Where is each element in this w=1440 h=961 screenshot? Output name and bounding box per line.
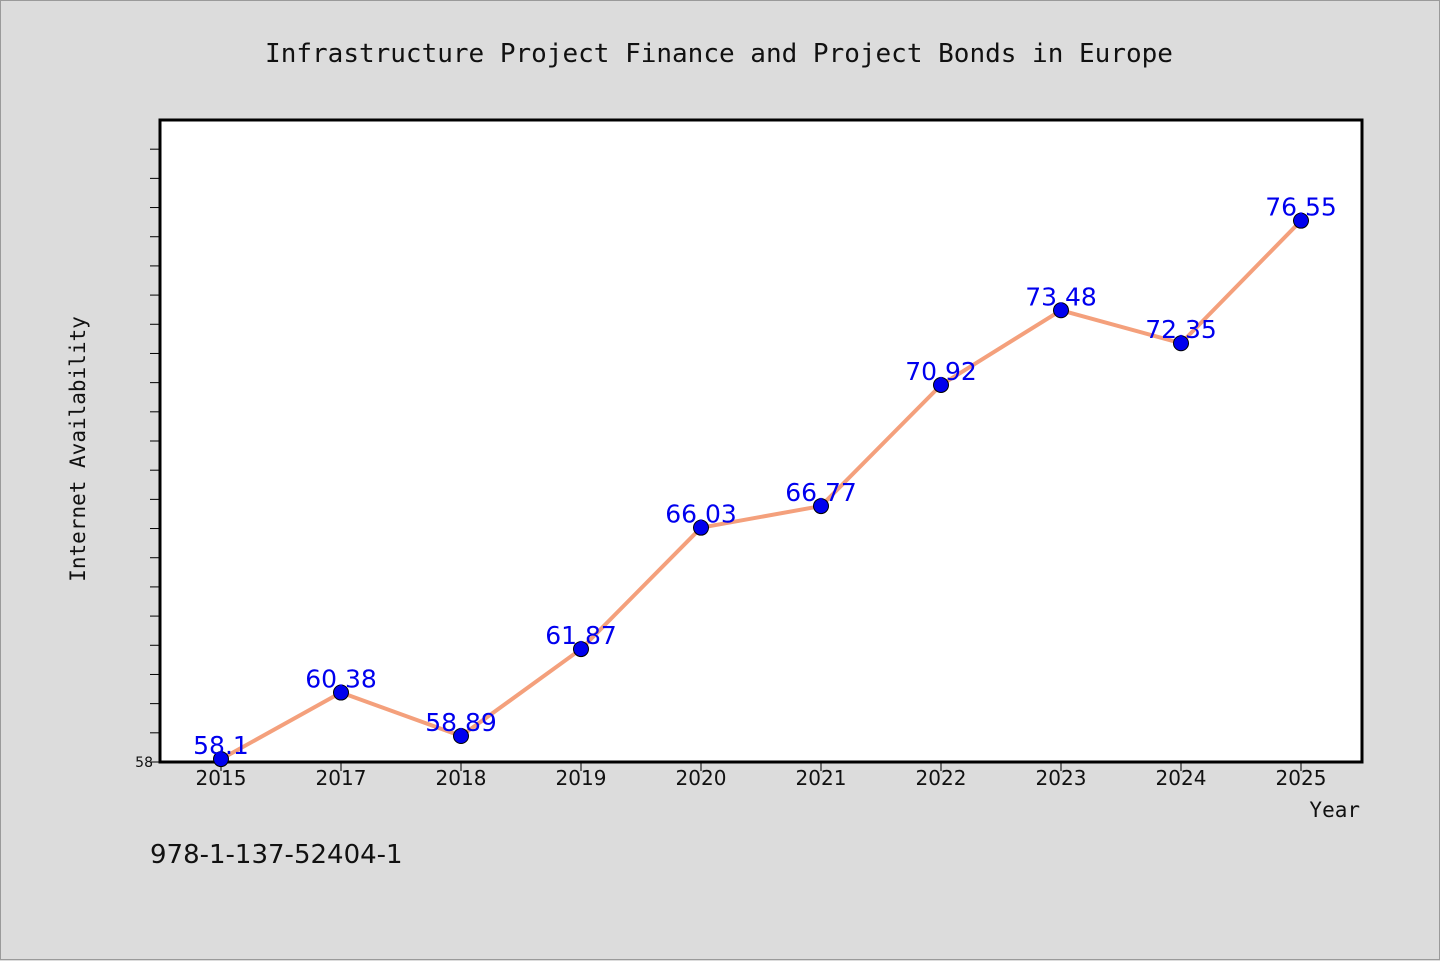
data-label-2020: 66.03 [665, 500, 737, 529]
data-label-2017: 60.38 [305, 665, 377, 694]
x-tick-label-2017: 2017 [316, 766, 367, 790]
x-tick-label-2015: 2015 [196, 766, 247, 790]
data-point-2025 [1293, 212, 1309, 229]
data-point-2023 [1053, 302, 1069, 319]
x-tick-label-2021: 2021 [796, 766, 847, 790]
data-label-2024: 72.35 [1145, 315, 1217, 344]
x-tick-label-2018: 2018 [436, 766, 487, 790]
x-tick-label-2023: 2023 [1036, 766, 1087, 790]
data-point-2015 [213, 751, 229, 768]
series-line [219, 218, 1303, 762]
x-tick-label-2019: 2019 [556, 766, 607, 790]
data-point-2022 [933, 376, 949, 393]
data-label-2018: 58.89 [425, 708, 497, 737]
x-tick-label-2025: 2025 [1276, 766, 1327, 790]
data-point-2018 [453, 728, 469, 745]
x-tick-label-2020: 2020 [676, 766, 727, 790]
series-layer: 58.1 60.38 58.89 61.87 66.03 66.77 70.92 73.48 7… [193, 193, 1337, 768]
x-tick-label-2024: 2024 [1156, 766, 1207, 790]
y-tick-label-58: 58 [135, 755, 153, 771]
x-axis-title: Year [1309, 798, 1360, 822]
data-label-2019: 61.87 [545, 621, 617, 650]
data-point-2019 [573, 641, 589, 658]
x-axis-ticks: 2015 2017 2018 2019 2020 2021 2022 2023 2024 2025 [196, 762, 1327, 790]
x-tick-label-2022: 2022 [916, 766, 967, 790]
data-point-2024 [1173, 335, 1189, 352]
data-label-2022: 70.92 [905, 357, 977, 386]
data-label-2025: 76.55 [1265, 193, 1337, 222]
chart-title: Infrastructure Project Finance and Proje… [265, 39, 1173, 69]
data-label-2023: 73.48 [1025, 282, 1097, 311]
plot-area [158, 118, 1364, 764]
data-point-2020 [693, 519, 709, 536]
data-point-2017 [333, 684, 349, 701]
data-label-2021: 66.77 [785, 478, 857, 507]
data-label-2015: 58.1 [193, 731, 249, 760]
isbn-footer: 978-1-137-52404-1 [150, 840, 403, 870]
y-axis-ticks [150, 148, 160, 763]
y-axis-title: Internet Availability [66, 316, 90, 582]
data-point-2021 [813, 498, 829, 515]
